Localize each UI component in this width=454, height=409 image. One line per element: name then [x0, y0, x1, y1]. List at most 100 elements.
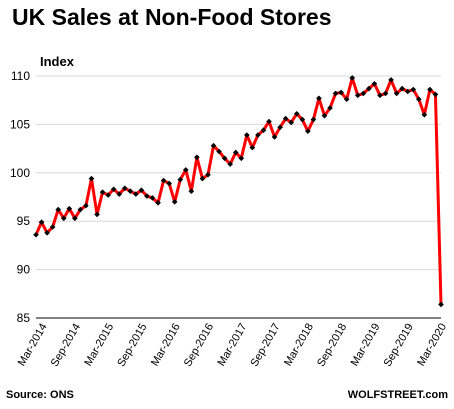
data-point	[155, 200, 161, 206]
data-point	[44, 230, 50, 236]
data-points	[33, 75, 444, 308]
data-point	[66, 205, 73, 212]
data-point	[366, 85, 372, 92]
data-point	[171, 199, 178, 205]
data-point	[227, 161, 233, 167]
data-point	[166, 180, 172, 187]
data-point	[343, 96, 350, 103]
data-point	[33, 231, 39, 238]
y-tick-label: 85	[17, 311, 31, 325]
y-tick-label: 105	[10, 117, 30, 131]
data-point	[310, 116, 317, 123]
data-point	[188, 188, 195, 194]
data-point	[99, 189, 106, 195]
x-tick-label: Sep-2019	[382, 322, 416, 369]
y-tick-label: 90	[17, 263, 31, 277]
x-tick-labels: Mar-2014 Sep-2014 Mar-2015 Sep-2015 Mar-2016…	[16, 322, 449, 369]
x-tick-label: Sep-2014	[49, 322, 83, 369]
data-point	[305, 128, 311, 134]
data-point	[127, 188, 134, 194]
data-point	[399, 85, 405, 92]
data-point	[83, 202, 89, 209]
y-tick-label: 95	[17, 214, 31, 228]
data-point	[266, 118, 272, 125]
data-point	[438, 301, 444, 308]
series-line	[34, 76, 443, 305]
data-point	[377, 92, 383, 99]
data-point	[288, 119, 295, 126]
data-point	[238, 155, 245, 162]
data-point	[60, 215, 67, 222]
data-point	[327, 105, 333, 111]
data-point	[360, 90, 367, 97]
data-point	[94, 211, 100, 218]
data-point	[249, 144, 256, 151]
data-point	[255, 132, 261, 138]
data-point	[338, 89, 344, 96]
data-point	[205, 171, 211, 178]
grid-lines	[36, 75, 441, 271]
x-tick-label: Sep-2017	[248, 322, 282, 369]
x-tick-label: Mar-2014	[16, 322, 50, 369]
data-point	[88, 175, 95, 182]
data-point	[194, 154, 200, 161]
data-point	[293, 110, 300, 117]
y-axis-label: Index	[40, 54, 75, 69]
x-tick-label: Mar-2019	[349, 322, 383, 369]
data-point	[72, 215, 78, 222]
data-point	[332, 90, 339, 97]
data-point	[38, 219, 45, 225]
data-point	[416, 96, 422, 103]
source-note: Source: ONS	[6, 389, 74, 401]
x-tick-label: Sep-2015	[115, 322, 149, 369]
data-point	[221, 155, 228, 162]
data-point	[321, 112, 328, 119]
data-point	[427, 86, 433, 93]
data-point	[299, 116, 306, 123]
x-tick-label: Mar-2020	[415, 322, 449, 369]
data-point	[277, 124, 283, 131]
data-point	[105, 192, 111, 198]
data-point	[410, 86, 417, 93]
data-point	[282, 115, 289, 122]
y-tick-labels: 85 90 95 100 105 110	[10, 69, 30, 325]
data-point	[138, 187, 145, 194]
y-tick-label: 110	[11, 69, 30, 83]
data-point	[182, 167, 189, 173]
x-tick-label: Mar-2015	[82, 322, 116, 369]
data-point	[116, 191, 123, 197]
data-point	[388, 77, 394, 83]
x-tick-label: Sep-2016	[182, 322, 216, 369]
data-point	[149, 195, 156, 201]
data-point	[121, 185, 128, 192]
data-point	[316, 95, 322, 102]
data-point	[432, 91, 439, 98]
data-point	[244, 132, 250, 138]
data-point	[110, 186, 117, 193]
x-tick-label: Mar-2016	[149, 322, 183, 369]
x-tick-label: Mar-2017	[215, 322, 249, 369]
data-point	[144, 193, 150, 199]
data-point	[271, 134, 278, 140]
data-point	[199, 175, 206, 182]
x-tick-label: Sep-2018	[315, 322, 349, 369]
y-tick-label: 100	[10, 166, 30, 180]
data-point	[421, 111, 428, 118]
data-point	[371, 80, 378, 87]
data-point	[133, 191, 139, 197]
data-point	[210, 142, 217, 149]
data-point	[354, 92, 361, 99]
data-point	[160, 177, 167, 184]
data-point	[216, 148, 222, 155]
data-point	[404, 88, 411, 95]
site-credit: WOLFSTREET.com	[347, 389, 448, 401]
data-point	[349, 75, 356, 81]
data-point	[393, 90, 400, 97]
data-point	[382, 90, 389, 97]
x-tick-label: Mar-2018	[282, 322, 316, 369]
data-point	[77, 206, 84, 213]
chart-title: UK Sales at Non-Food Stores	[12, 4, 332, 30]
data-point	[55, 206, 61, 213]
data-point	[232, 149, 239, 156]
